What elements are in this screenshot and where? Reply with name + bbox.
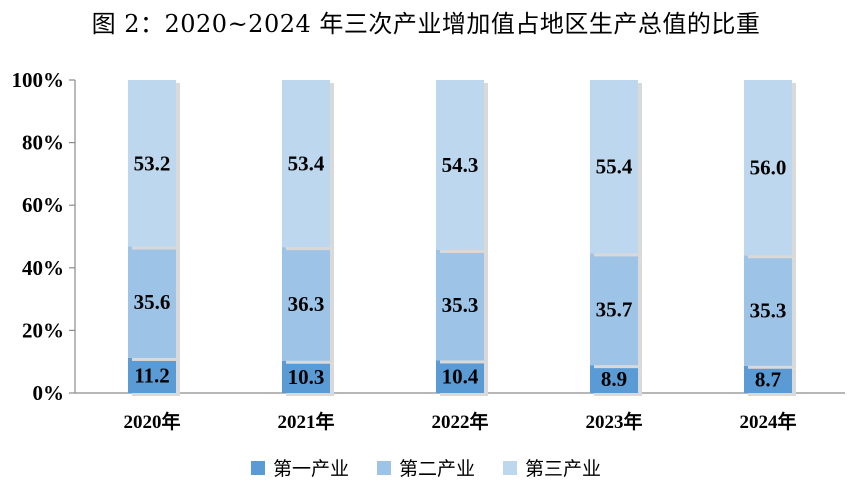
bar-segment: [282, 360, 330, 393]
data-label: 11.2: [134, 363, 170, 387]
bar-segment: [590, 365, 638, 393]
data-label: 53.2: [134, 151, 171, 175]
y-tick-label: 60%: [22, 193, 64, 217]
bar-segment: [128, 80, 176, 247]
x-tick-label: 2020年: [123, 410, 180, 433]
y-tick-label: 80%: [22, 131, 64, 155]
bar-segment: [436, 80, 484, 250]
bar-segment: [436, 360, 484, 393]
data-label: 35.3: [442, 293, 479, 317]
legend-swatch: [376, 460, 391, 475]
y-tick-label: 40%: [22, 256, 64, 280]
bar-segment: [744, 255, 792, 366]
bar-segment: [436, 249, 484, 361]
bar-segment: [282, 247, 330, 361]
bar-segment: [128, 357, 176, 393]
data-label: 10.4: [442, 365, 479, 389]
data-label: 8.9: [601, 367, 627, 391]
data-label: 36.3: [288, 292, 325, 316]
legend-label: 第二产业: [398, 458, 475, 480]
chart-title: 图 2：2020~2024 年三次产业增加值占地区生产总值的比重: [91, 10, 761, 38]
stacked-bar-chart: 0% 20% 40% 60% 80% 100% 11.2 35.6 53.2 2020年 10.3 3…: [12, 68, 845, 433]
data-label: 54.3: [442, 153, 479, 177]
data-label: 55.4: [596, 155, 633, 179]
data-label: 8.7: [755, 367, 781, 391]
x-tick-label: 2024年: [739, 410, 796, 433]
legend-item: 第一产业: [250, 454, 349, 481]
legend-swatch: [250, 460, 265, 475]
data-label: 10.3: [288, 365, 325, 389]
bar-segment: [282, 80, 330, 248]
legend-label: 第一产业: [272, 458, 349, 480]
bar-segment: [590, 253, 638, 366]
x-tick-label: 2023年: [585, 410, 642, 433]
data-label: 35.3: [750, 299, 787, 323]
legend-item: 第二产业: [376, 454, 475, 481]
x-tick-label: 2022年: [431, 410, 488, 433]
bar-segment: [744, 80, 792, 256]
bar-segment: [590, 80, 638, 254]
bar-segment: [128, 246, 176, 358]
data-label: 56.0: [750, 156, 787, 180]
x-tick-label: 2021年: [277, 410, 334, 433]
y-tick-label: 100%: [12, 68, 65, 92]
legend: 第一产业 第二产业 第三产业: [0, 454, 852, 481]
data-label: 53.4: [288, 152, 325, 176]
legend-item: 第三产业: [503, 454, 601, 481]
legend-label: 第三产业: [525, 458, 602, 480]
bar-segment: [744, 365, 792, 393]
data-label: 35.6: [134, 290, 171, 314]
y-tick-label: 0%: [33, 381, 65, 405]
legend-swatch: [503, 460, 517, 475]
y-tick-label: 20%: [22, 318, 64, 342]
data-label: 35.7: [596, 297, 633, 321]
